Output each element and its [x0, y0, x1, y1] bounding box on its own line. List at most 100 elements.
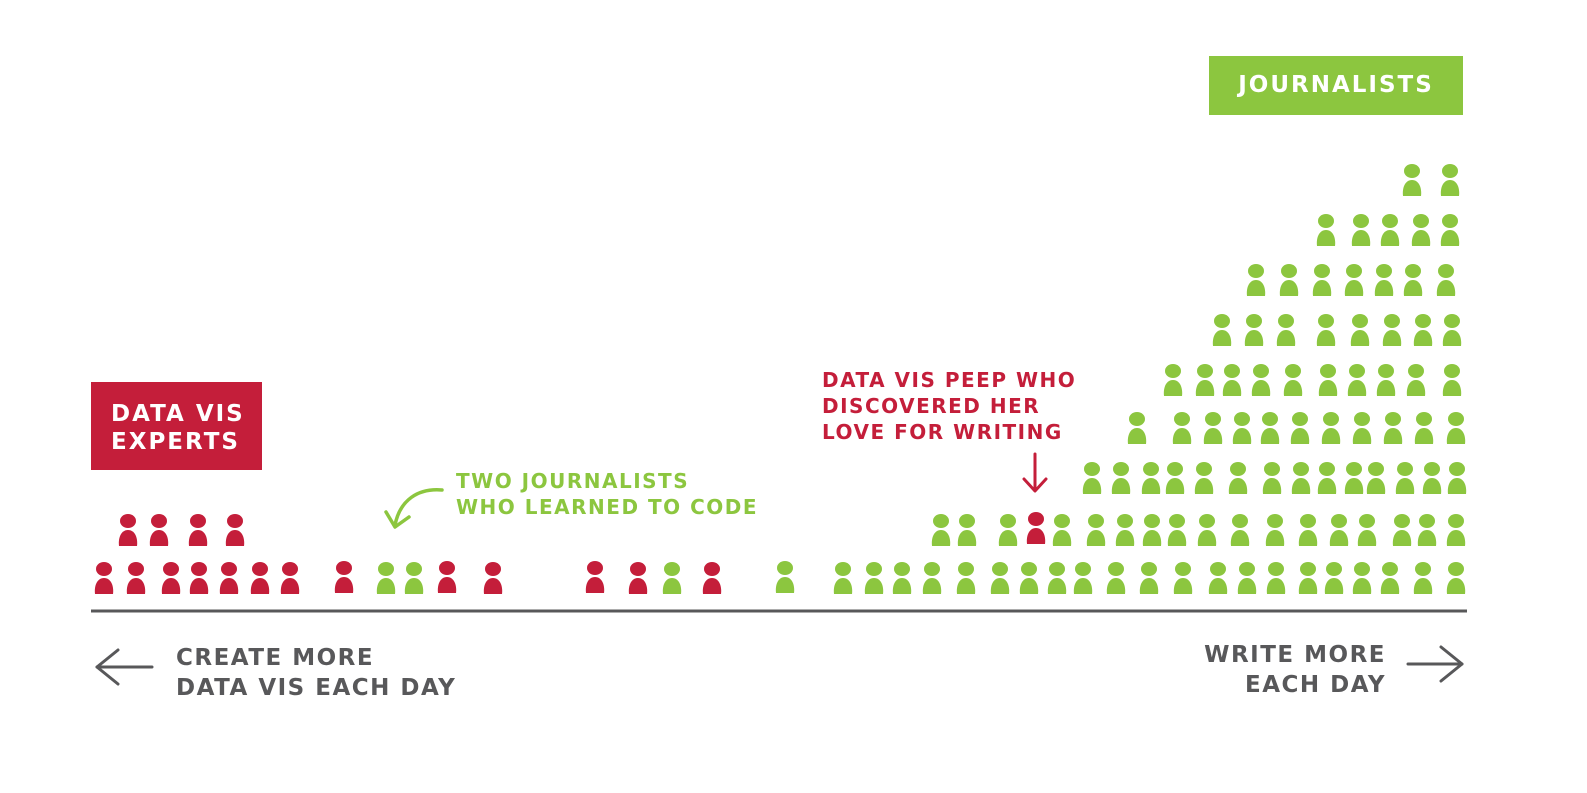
experts-label-line: DATA VIS: [111, 401, 245, 427]
person-icon: [1127, 412, 1147, 444]
person-icon: [1197, 514, 1217, 546]
person-icon: [1203, 412, 1223, 444]
person-icon: [1406, 364, 1426, 396]
person-icon: [1115, 514, 1135, 546]
person-icon: [376, 562, 396, 594]
annotation-line: DISCOVERED HER: [822, 394, 1041, 418]
person-icon: [1106, 562, 1126, 594]
person-icon: [1047, 562, 1067, 594]
person-icon: [1279, 264, 1299, 296]
person-icon: [1244, 314, 1264, 346]
person-icon: [126, 562, 146, 594]
person-icon: [1052, 514, 1072, 546]
person-icon: [833, 562, 853, 594]
person-icon: [1260, 412, 1280, 444]
caption-line: CREATE MORE: [176, 645, 375, 671]
person-icon: [1290, 412, 1310, 444]
person-icon: [94, 562, 114, 594]
arrow-left-icon: [95, 648, 154, 686]
person-icon: [1352, 562, 1372, 594]
person-icon: [922, 562, 942, 594]
annotation-line: TWO JOURNALISTS: [456, 469, 690, 493]
annotation-line: LOVE FOR WRITING: [822, 420, 1063, 444]
person-icon: [1442, 364, 1462, 396]
person-icon: [1376, 364, 1396, 396]
person-icon: [1212, 314, 1232, 346]
person-icon: [628, 562, 648, 594]
person-icon: [1446, 412, 1466, 444]
write-more-caption: WRITE MORE EACH DAY: [1150, 640, 1386, 700]
person-icon: [1173, 562, 1193, 594]
person-icon: [437, 561, 457, 593]
person-icon: [1073, 562, 1093, 594]
person-icon: [1195, 364, 1215, 396]
person-icon: [1392, 514, 1412, 546]
person-icon: [1422, 462, 1442, 494]
caption-line: WRITE MORE: [1204, 642, 1386, 668]
person-icon: [864, 562, 884, 594]
caption-line: EACH DAY: [1245, 672, 1386, 698]
person-icon: [225, 514, 245, 546]
person-icon: [1352, 412, 1372, 444]
person-icon: [219, 562, 239, 594]
person-icon: [1139, 562, 1159, 594]
person-icon: [1351, 214, 1371, 246]
person-icon: [1366, 462, 1386, 494]
person-icon: [1446, 562, 1466, 594]
person-icon: [1262, 462, 1282, 494]
data-vis-experts-label: DATA VIS EXPERTS: [91, 382, 262, 470]
person-icon: [1141, 462, 1161, 494]
person-icon: [334, 561, 354, 593]
person-icon: [1208, 562, 1228, 594]
person-icon: [1228, 462, 1248, 494]
person-icon: [1194, 462, 1214, 494]
person-icon: [1329, 514, 1349, 546]
person-icon: [1298, 514, 1318, 546]
person-icon: [1232, 412, 1252, 444]
person-icon: [1380, 214, 1400, 246]
person-icon: [1350, 314, 1370, 346]
annotation-line: WHO LEARNED TO CODE: [456, 495, 759, 519]
person-icon: [1440, 164, 1460, 196]
person-icon: [1316, 314, 1336, 346]
person-icon: [1237, 562, 1257, 594]
person-icon: [1172, 412, 1192, 444]
person-icon: [118, 514, 138, 546]
person-icon: [702, 562, 722, 594]
person-icon: [404, 562, 424, 594]
person-icon: [1312, 264, 1332, 296]
person-icon: [1447, 462, 1467, 494]
person-icon: [1082, 462, 1102, 494]
person-icon: [1321, 412, 1341, 444]
person-icon: [1167, 514, 1187, 546]
person-icon: [1317, 462, 1337, 494]
journalists-label: JOURNALISTS: [1209, 56, 1463, 115]
person-icon: [1414, 412, 1434, 444]
person-icon: [1222, 364, 1242, 396]
person-icon: [1086, 514, 1106, 546]
caption-line: DATA VIS EACH DAY: [176, 675, 457, 701]
person-icon: [1276, 314, 1296, 346]
person-icon: [1413, 562, 1433, 594]
person-icon: [1019, 562, 1039, 594]
person-icon: [956, 562, 976, 594]
person-icon: [1026, 512, 1046, 544]
person-icon: [161, 562, 181, 594]
person-icon: [1442, 314, 1462, 346]
person-icon: [998, 514, 1018, 546]
person-icon: [1403, 264, 1423, 296]
arrow-right-icon: [1406, 645, 1464, 683]
person-icon: [931, 514, 951, 546]
person-icon: [1382, 314, 1402, 346]
person-icon: [1163, 364, 1183, 396]
annotation-line: DATA VIS PEEP WHO: [822, 368, 1077, 392]
person-icon: [1380, 562, 1400, 594]
person-icon: [1291, 462, 1311, 494]
person-icon: [1230, 514, 1250, 546]
person-icon: [662, 562, 682, 594]
person-icon: [1283, 364, 1303, 396]
person-icon: [1344, 264, 1364, 296]
person-icon: [1436, 264, 1456, 296]
person-icon: [188, 514, 208, 546]
